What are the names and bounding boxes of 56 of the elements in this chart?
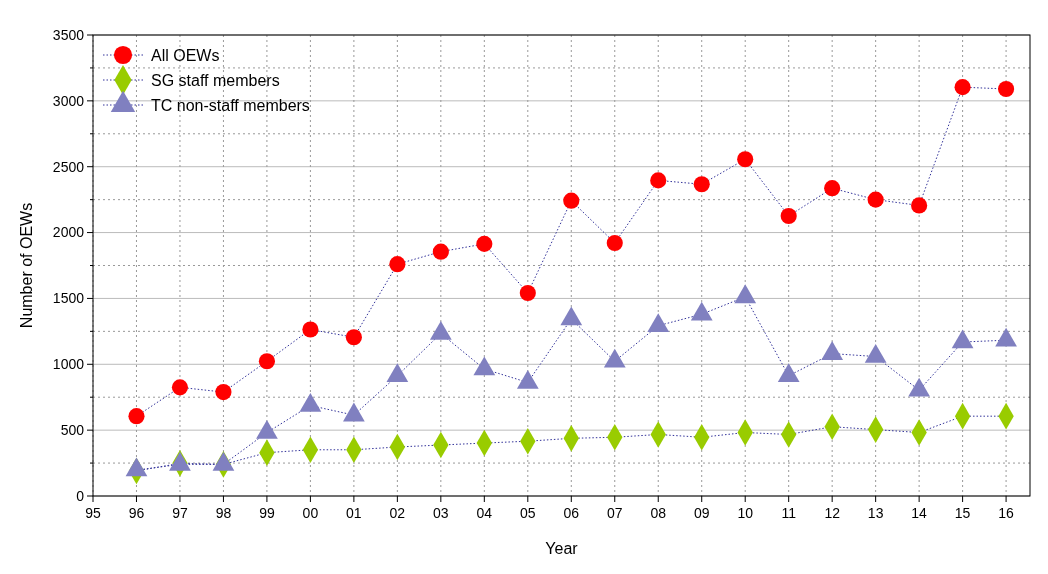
y-tick-label: 1000 [52,356,85,373]
x-tick-label: 96 [128,505,145,521]
x-tick-label: 16 [998,505,1015,521]
point [345,329,362,346]
point [258,353,275,370]
y-tick-label: 1500 [52,290,85,307]
point [998,80,1015,98]
legend-label: All OEWs [151,46,220,64]
x-tick-label: 99 [259,505,275,521]
y-axis-title: Number of OEWs [18,202,35,329]
x-tick-label: 06 [563,505,580,521]
x-tick-label: 15 [954,505,971,521]
x-tick-label: 11 [781,505,797,521]
x-tick-label: 04 [476,505,493,521]
point [215,384,232,401]
x-tick-label: 98 [215,505,232,521]
point [911,197,928,214]
point [606,234,623,252]
x-tick-label: 07 [606,505,623,521]
x-tick-label: 13 [867,505,884,521]
point [650,172,667,189]
x-tick-label: 02 [389,505,406,521]
x-tick-label: 05 [520,505,536,521]
point [563,192,580,209]
legend-label: TC non-staff members [151,96,310,114]
x-tick-label: 97 [172,505,188,521]
x-tick-label: 10 [737,505,754,521]
point [432,243,449,260]
y-tick-label: 0 [76,487,85,504]
x-axis-title: Year [545,540,579,557]
y-tick-label: 3000 [52,92,85,109]
point [954,79,971,96]
point [128,408,145,425]
legend-label: SG staff members [151,71,280,89]
y-tick-label: 2000 [52,224,85,241]
point [693,176,710,193]
point [476,235,493,252]
x-tick-label: 14 [911,505,928,521]
point [780,207,797,225]
x-tick-label: 09 [693,505,710,521]
point [867,191,884,208]
point [737,151,754,168]
x-tick-label: 08 [650,505,667,521]
y-tick-label: 2500 [52,158,85,175]
point [302,321,319,338]
x-tick-label: 03 [433,505,449,521]
point [824,180,841,197]
x-tick-label: 00 [302,505,319,521]
x-tick-label: 12 [824,505,841,521]
y-tick-label: 3500 [52,26,85,43]
y-tick-label: 500 [60,422,85,439]
x-tick-label: 95 [85,505,101,521]
point [389,256,406,273]
point [171,379,189,396]
x-tick-label: 01 [346,505,362,521]
point [519,284,536,302]
